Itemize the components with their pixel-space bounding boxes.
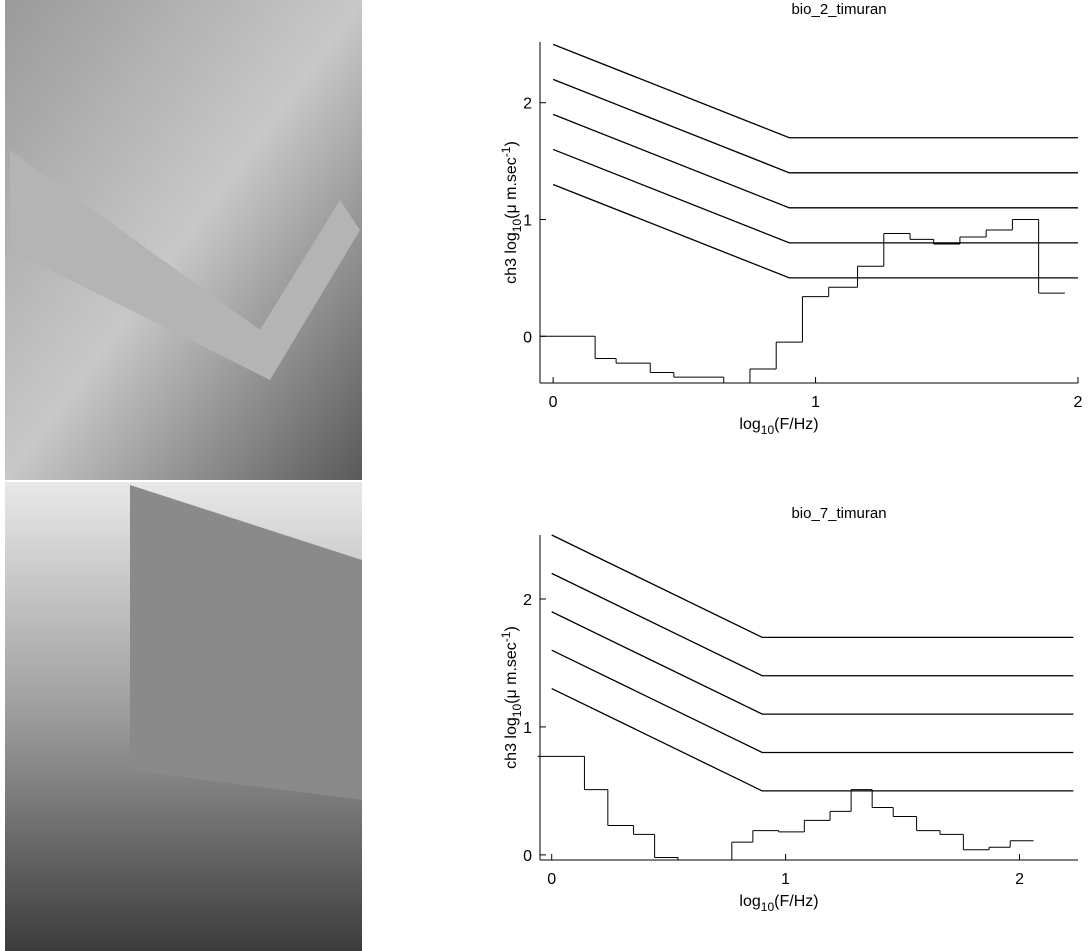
label-part: -1 (499, 631, 513, 642)
figure: bio_2_timuran012012log10(F/Hz)ch3 log10(… (0, 0, 1088, 951)
label-part: 10 (761, 900, 775, 914)
reference-line (552, 689, 1074, 791)
label-part: ) (503, 626, 520, 631)
reference-line (553, 184, 1078, 277)
y-tick-label: 1 (523, 720, 532, 737)
x-axis-label: log10(F/Hz) (739, 416, 818, 437)
label-part: ch3 log (503, 717, 520, 769)
label-part: log (739, 893, 760, 910)
label-part: 10 (761, 423, 775, 437)
label-part: 10 (510, 704, 524, 718)
x-tick-label: 2 (1015, 871, 1024, 888)
y-axis-label: ch3 log10(μ m.sec-1) (499, 626, 524, 769)
label-part: (F/Hz) (774, 416, 818, 433)
x-tick-label: 0 (549, 394, 558, 411)
y-axis-label: ch3 log10(μ m.sec-1) (499, 141, 524, 284)
reference-line (552, 573, 1074, 675)
y-tick-label: 0 (523, 848, 532, 865)
label-part: log (739, 416, 760, 433)
chart-title: bio_2_timuran (791, 1, 886, 18)
label-part: ) (503, 141, 520, 146)
y-tick-label: 2 (523, 592, 532, 609)
reference-line (553, 114, 1078, 207)
x-tick-label: 0 (547, 871, 556, 888)
reference-line (552, 535, 1074, 637)
chart-title: bio_7_timuran (791, 505, 886, 522)
y-tick-label: 2 (523, 96, 532, 113)
label-part: (μ m.sec (503, 642, 520, 704)
y-tick-label: 1 (523, 213, 532, 230)
reference-line (553, 149, 1078, 242)
label-part: (μ m.sec (503, 157, 520, 219)
label-part: 10 (510, 219, 524, 233)
y-tick-label: 0 (523, 329, 532, 346)
x-tick-label: 2 (1074, 394, 1083, 411)
x-tick-label: 1 (811, 394, 820, 411)
label-part: (F/Hz) (774, 893, 818, 910)
reference-line (553, 44, 1078, 137)
label-part: -1 (499, 146, 513, 157)
reference-line (553, 79, 1078, 172)
label-part: ch3 log (503, 232, 520, 284)
reference-line (552, 650, 1074, 752)
x-tick-label: 1 (781, 871, 790, 888)
x-axis-label: log10(F/Hz) (739, 893, 818, 914)
reference-line (552, 612, 1074, 714)
